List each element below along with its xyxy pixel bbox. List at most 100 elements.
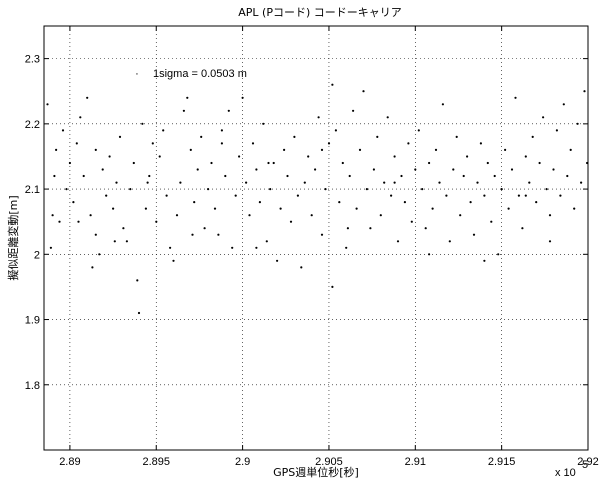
data-point: [479, 142, 482, 145]
data-point: [58, 220, 61, 223]
data-point: [497, 253, 500, 256]
y-tick-label: 1.9: [25, 315, 40, 327]
plot-area: [43, 25, 589, 451]
data-point: [217, 233, 220, 236]
x-tick-label: 2.905: [315, 456, 343, 468]
data-point: [148, 174, 151, 178]
data-point: [331, 285, 334, 288]
data-point: [286, 174, 289, 178]
sigma-annotation-marker: ·: [135, 68, 139, 80]
data-point: [424, 227, 427, 230]
data-point: [524, 194, 527, 197]
data-point: [213, 207, 217, 210]
data-point: [393, 155, 396, 158]
x-axis-label: GPS週単位秒[秒]: [273, 465, 359, 479]
data-point: [486, 161, 489, 165]
data-point: [414, 168, 417, 171]
data-point: [510, 168, 514, 171]
data-point: [459, 214, 462, 217]
data-point: [410, 220, 413, 223]
data-point: [517, 194, 521, 197]
data-point: [118, 135, 122, 138]
data-point: [91, 266, 94, 269]
data-point: [77, 220, 80, 223]
data-point: [68, 161, 71, 165]
data-point: [141, 122, 144, 125]
data-point: [580, 181, 583, 184]
data-point: [545, 188, 548, 191]
data-point: [136, 279, 139, 282]
data-point: [300, 266, 303, 269]
data-point: [331, 83, 334, 86]
x-tick-label: 2.91: [405, 456, 426, 468]
data-point: [267, 161, 270, 165]
data-point: [455, 135, 458, 138]
data-point: [276, 259, 279, 262]
data-point: [75, 142, 78, 145]
data-point: [151, 142, 154, 145]
data-point: [338, 201, 341, 204]
y-axis-label: 擬似距離変動[m]: [6, 195, 20, 280]
data-point: [396, 240, 400, 243]
data-point: [428, 161, 431, 165]
data-point: [122, 227, 125, 230]
data-point: [224, 174, 227, 178]
data-point: [476, 181, 479, 184]
data-point: [504, 148, 507, 151]
data-point: [493, 174, 496, 178]
data-point: [227, 109, 230, 112]
data-point: [248, 214, 251, 217]
data-point: [314, 168, 317, 171]
data-point: [115, 181, 118, 184]
data-point: [105, 194, 108, 197]
data-point: [132, 161, 135, 165]
axis-ticks: 2.89 2.895 2.9 2.905 2.91 2.915 2.92 1.8 1.9 2 2.1…: [25, 26, 599, 468]
data-point: [296, 194, 299, 197]
data-point: [348, 174, 351, 178]
data-point: [108, 155, 111, 158]
data-point: [569, 148, 572, 151]
data-point: [112, 207, 115, 210]
data-point: [220, 129, 223, 132]
data-point: [89, 214, 92, 217]
data-point: [483, 194, 486, 197]
data-point: [269, 188, 272, 191]
data-point: [98, 253, 101, 256]
data-point: [169, 246, 172, 249]
data-point: [175, 214, 179, 217]
data-point: [431, 207, 434, 210]
data-point: [390, 194, 393, 197]
data-point: [65, 188, 68, 191]
data-points: [46, 83, 589, 315]
data-point: [94, 148, 97, 151]
data-point: [189, 148, 192, 151]
data-point: [320, 148, 324, 151]
data-point: [262, 122, 265, 125]
data-point: [79, 116, 82, 119]
x-tick-label: 2.92: [577, 456, 598, 468]
data-point: [393, 181, 396, 184]
data-point: [289, 220, 293, 223]
x-axis-exponent-power: 5: [582, 459, 588, 471]
x-axis-exponent: x 10: [555, 467, 576, 479]
data-point: [137, 311, 141, 315]
data-point: [576, 122, 579, 125]
data-point: [146, 181, 149, 184]
data-point: [191, 233, 194, 236]
data-point: [82, 174, 85, 178]
data-point: [507, 207, 510, 210]
data-point: [245, 181, 248, 184]
data-point: [53, 174, 56, 178]
grid-lines: [44, 26, 588, 450]
data-point: [155, 220, 158, 223]
data-point: [500, 188, 503, 191]
data-point: [355, 207, 358, 210]
data-point: [566, 174, 569, 178]
data-point: [303, 181, 306, 184]
data-point: [417, 129, 420, 132]
data-point: [528, 181, 531, 184]
data-point: [203, 227, 206, 230]
data-point: [358, 148, 362, 151]
data-point: [327, 142, 331, 145]
